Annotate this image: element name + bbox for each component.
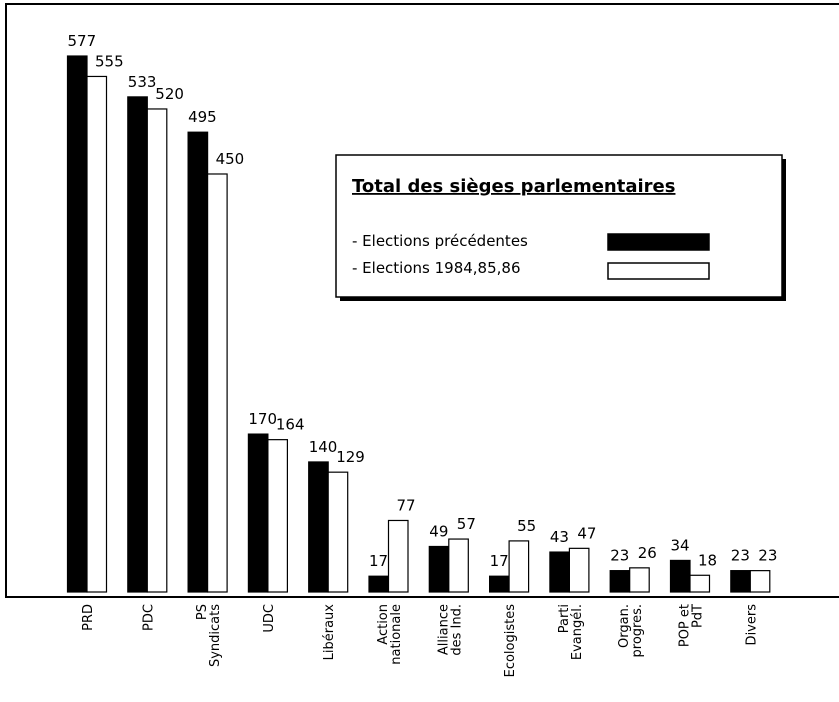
value-label: 77 <box>397 496 416 514</box>
x-tick-label: des Ind. <box>449 604 464 656</box>
x-tick-label: Evangél. <box>570 604 585 660</box>
value-label: 577 <box>68 32 97 50</box>
bar <box>609 570 631 593</box>
bar <box>629 567 650 593</box>
x-tick-label: Organ. <box>617 604 632 648</box>
value-label: 23 <box>758 547 777 565</box>
bar <box>127 96 148 593</box>
bar <box>749 570 771 593</box>
value-label: 520 <box>155 85 184 103</box>
bar <box>549 551 571 593</box>
legend-swatch <box>607 262 710 280</box>
value-label: 533 <box>128 73 157 91</box>
bar <box>387 519 409 593</box>
x-tick-label: Libéraux <box>322 604 337 661</box>
value-label: 17 <box>490 552 509 570</box>
x-tick-label: UDC <box>262 604 277 633</box>
x-tick-label: Syndicats <box>208 604 223 667</box>
legend-label: - Elections 1984,85,86 <box>352 259 521 277</box>
value-label: 34 <box>671 536 690 554</box>
bar <box>327 471 349 593</box>
value-label: 43 <box>550 528 569 546</box>
x-tick-label: progres. <box>630 604 645 657</box>
value-label: 57 <box>457 515 476 533</box>
bar <box>489 575 510 593</box>
bar <box>448 538 469 593</box>
x-tick-label: Alliance <box>436 604 451 655</box>
bar <box>568 547 590 593</box>
value-label: 55 <box>517 517 536 535</box>
value-label: 26 <box>638 544 657 562</box>
x-tick-label: POP et <box>678 604 693 647</box>
value-label: 23 <box>731 547 750 565</box>
x-tick-label: PRD <box>81 604 96 631</box>
x-tick-label: PdT <box>691 604 706 628</box>
x-tick-label: PDC <box>141 604 156 631</box>
value-label: 18 <box>698 551 717 569</box>
value-label: 49 <box>429 522 448 540</box>
x-tick-label: PS <box>195 604 210 620</box>
value-label: 17 <box>369 552 388 570</box>
bar <box>247 433 269 593</box>
bar <box>267 439 288 593</box>
bar <box>669 559 691 593</box>
value-label: 23 <box>610 547 629 565</box>
bar <box>368 575 390 593</box>
x-tick-label: nationale <box>389 604 404 665</box>
bar <box>428 545 450 593</box>
bar <box>508 540 530 593</box>
bar <box>146 108 168 593</box>
chart-title: Total des sièges parlementaires <box>352 176 675 197</box>
x-tick-label: Parti <box>557 604 572 633</box>
bar <box>86 75 108 593</box>
value-label: 450 <box>216 150 245 168</box>
value-label: 164 <box>276 416 305 434</box>
plot-frame <box>5 3 839 598</box>
x-tick-label: Ecologistes <box>503 604 518 678</box>
bar <box>207 173 228 593</box>
value-label: 495 <box>188 108 217 126</box>
value-label: 129 <box>336 448 365 466</box>
value-label: 555 <box>95 52 124 70</box>
x-tick-label: Action <box>376 604 391 645</box>
legend-swatch <box>607 233 710 251</box>
x-tick-label: Divers <box>744 604 759 646</box>
value-label: 47 <box>577 524 596 542</box>
bar <box>66 55 88 593</box>
legend-label: - Elections précédentes <box>352 232 528 250</box>
value-label: 170 <box>248 410 277 428</box>
value-label: 140 <box>309 438 338 456</box>
bar <box>730 570 751 593</box>
bar <box>689 574 711 593</box>
bar <box>187 131 209 593</box>
bar <box>308 461 329 593</box>
